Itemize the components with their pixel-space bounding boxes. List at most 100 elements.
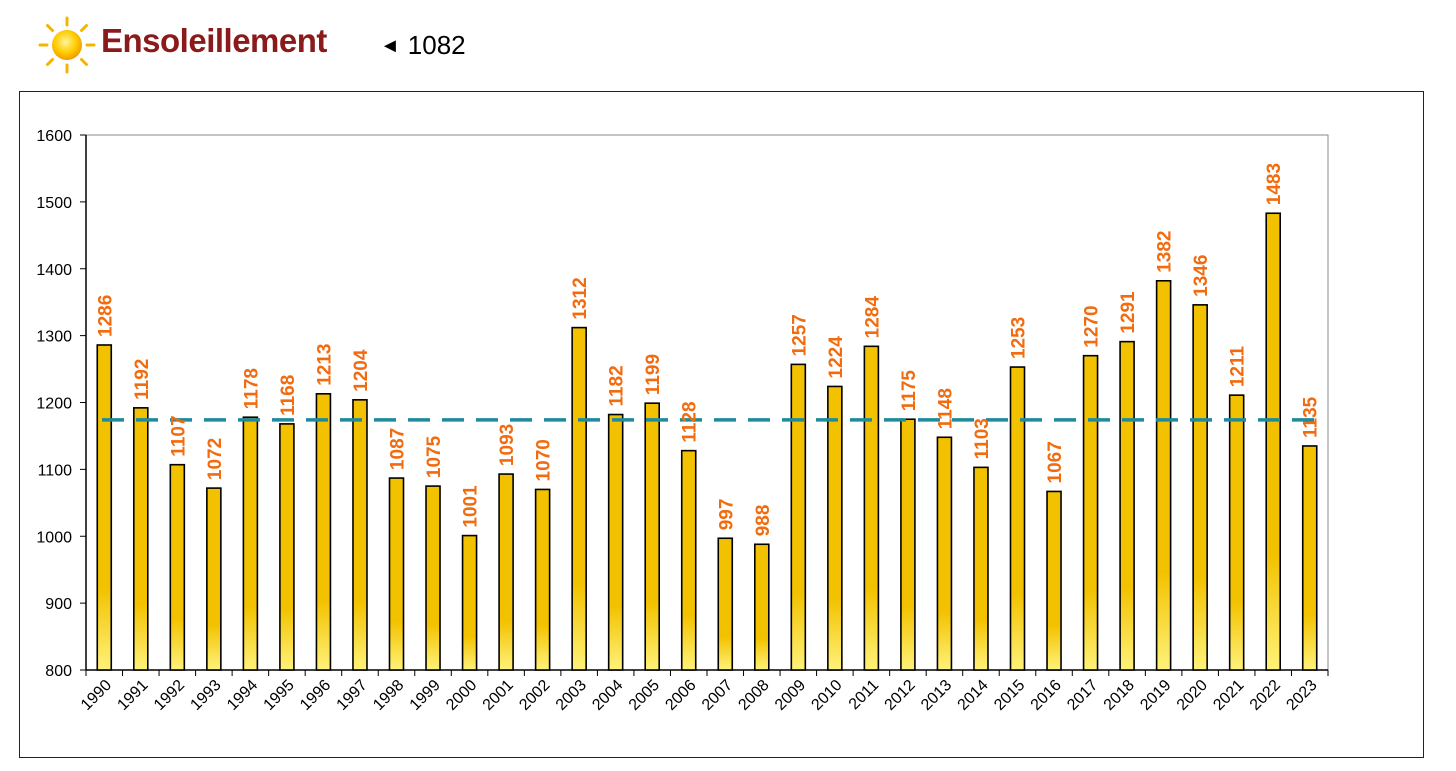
x-tick-label: 1995 — [261, 677, 298, 714]
y-tick-label: 1600 — [36, 128, 72, 145]
bar — [1119, 340, 1135, 671]
data-label: 1312 — [570, 277, 591, 319]
bar — [644, 402, 661, 671]
data-label: 1284 — [862, 296, 883, 339]
bar — [1228, 394, 1245, 671]
data-label: 1213 — [314, 344, 335, 386]
bar — [827, 385, 843, 671]
x-tick-label: 2007 — [699, 677, 736, 714]
data-label: 1346 — [1191, 255, 1212, 297]
bar — [680, 449, 697, 671]
x-tick-label: 2016 — [1028, 677, 1065, 714]
data-label: 1001 — [461, 485, 482, 528]
bar — [936, 436, 953, 671]
bar — [498, 473, 514, 671]
data-label: 1178 — [241, 368, 262, 409]
data-label: 1148 — [935, 388, 956, 429]
data-label: 1199 — [643, 354, 664, 395]
data-label: 1087 — [388, 428, 409, 470]
data-label: 1072 — [205, 438, 226, 480]
sun-icon — [38, 16, 96, 74]
x-tick-label: 2008 — [735, 677, 772, 714]
x-tick-label: 2006 — [662, 677, 699, 714]
data-label: 1135 — [1301, 396, 1322, 438]
data-label: 1070 — [534, 439, 555, 481]
x-tick-label: 2009 — [772, 677, 809, 714]
bar — [425, 485, 441, 671]
page-title: Ensoleillement — [101, 22, 327, 59]
x-tick-label: 2012 — [882, 677, 919, 714]
bar — [132, 407, 149, 671]
bar — [571, 326, 587, 671]
data-label: 1270 — [1082, 305, 1103, 347]
reference-number: 1082 — [407, 30, 466, 60]
data-label: 988 — [753, 505, 774, 537]
x-tick-label: 1994 — [224, 677, 261, 714]
reference-value: ◄ 1082 — [380, 30, 466, 61]
data-label: 1093 — [497, 424, 518, 466]
data-label: 1224 — [826, 336, 847, 379]
bar — [206, 487, 222, 671]
data-label: 1286 — [95, 295, 116, 337]
data-label: 1182 — [607, 365, 628, 406]
x-tick-label: 1992 — [151, 677, 188, 714]
bar — [863, 345, 880, 671]
bar — [279, 423, 295, 671]
x-tick-label: 2002 — [516, 677, 553, 714]
x-tick-label: 2010 — [808, 677, 845, 714]
bar — [1155, 279, 1172, 671]
data-label: 1253 — [1009, 317, 1030, 359]
data-label: 1103 — [972, 418, 993, 459]
bar — [1265, 212, 1282, 671]
y-tick-label: 1200 — [36, 396, 72, 413]
data-label: 1483 — [1264, 163, 1285, 205]
bar — [534, 488, 551, 671]
x-tick-label: 2021 — [1210, 677, 1247, 714]
bar — [96, 344, 113, 671]
bar — [315, 393, 332, 671]
header: Ensoleillement ◄ 1082 — [0, 0, 1456, 90]
bar — [461, 534, 478, 671]
data-label: 1382 — [1155, 231, 1176, 273]
y-tick-label: 800 — [45, 663, 72, 680]
bar — [1082, 354, 1099, 671]
bars — [96, 212, 1318, 671]
y-tick-label: 1000 — [36, 529, 72, 546]
bar — [388, 477, 405, 671]
plot-area — [85, 134, 1329, 671]
data-label: 1192 — [132, 359, 153, 400]
y-tick-label: 1500 — [36, 195, 72, 212]
x-tick-label: 2018 — [1101, 677, 1138, 714]
bar — [900, 418, 916, 671]
x-tick-label: 2020 — [1174, 677, 1211, 714]
x-tick-label: 1998 — [370, 677, 407, 714]
x-tick-label: 1991 — [114, 677, 151, 714]
x-tick-label: 2004 — [589, 677, 626, 714]
data-label: 1175 — [899, 370, 920, 412]
bar — [607, 413, 624, 671]
x-tick-label: 1997 — [334, 677, 371, 714]
y-tick-label: 1400 — [36, 262, 72, 279]
x-tick-label: 2022 — [1247, 677, 1284, 714]
bar — [169, 463, 186, 671]
x-tick-label: 2003 — [553, 677, 590, 714]
data-label: 1291 — [1118, 291, 1139, 334]
data-label: 1257 — [789, 314, 810, 356]
y-tick-label: 900 — [45, 596, 72, 613]
data-label: 1128 — [680, 401, 701, 442]
x-tick-label: 2005 — [626, 677, 663, 714]
x-tick-label: 2011 — [846, 677, 882, 713]
bar — [790, 363, 807, 671]
x-tick-label: 1999 — [407, 677, 444, 714]
bar — [242, 416, 259, 671]
y-tick-label: 1100 — [38, 462, 73, 479]
data-label: 1211 — [1228, 345, 1249, 387]
data-label: 1168 — [278, 375, 299, 416]
x-tick-label: 1990 — [78, 677, 115, 714]
x-tick-label: 2000 — [443, 677, 480, 714]
x-tick-label: 2014 — [955, 677, 992, 714]
x-tick-label: 2023 — [1283, 677, 1320, 714]
x-tick-label: 2017 — [1064, 677, 1101, 714]
data-label: 1107 — [168, 415, 189, 456]
